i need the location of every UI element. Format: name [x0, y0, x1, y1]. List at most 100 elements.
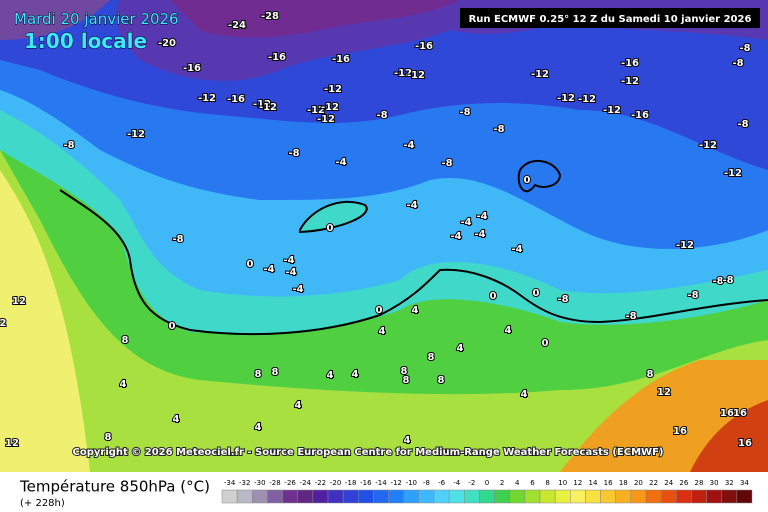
- footer-lead: (+ 228h): [20, 498, 65, 509]
- legend-tick: -20: [330, 479, 341, 487]
- legend-swatch: [312, 489, 329, 504]
- legend-tick: -34: [224, 479, 236, 487]
- legend-swatch: [615, 489, 632, 504]
- legend-swatch: [282, 489, 298, 504]
- footer-title: Température 850hPa (°C): [19, 478, 210, 496]
- legend-swatch: [645, 489, 662, 504]
- contour-label: -16: [631, 110, 649, 121]
- contour-label: -8: [493, 124, 504, 135]
- contour-label: 8: [647, 369, 654, 380]
- contour-label: -12: [394, 68, 412, 79]
- contour-label: -16: [621, 58, 639, 69]
- contour-label: -16: [268, 52, 286, 63]
- zero-isotherm: [299, 200, 368, 234]
- contour-label: -4: [460, 217, 471, 228]
- legend-swatch: [539, 489, 556, 504]
- contour-label: -4: [285, 267, 296, 278]
- legend-tick: -18: [345, 479, 356, 487]
- legend-tick: 14: [589, 479, 598, 487]
- legend-swatch: [358, 489, 374, 504]
- legend-tick: 4: [515, 479, 520, 487]
- legend-swatch: [509, 489, 526, 504]
- contour-label: -8: [441, 158, 452, 169]
- legend-tick: 12: [573, 479, 582, 487]
- contour-label: 16: [673, 426, 687, 437]
- contour-label: -12: [317, 114, 335, 125]
- contour-label: -8: [557, 294, 568, 305]
- contour-label: 12: [657, 387, 671, 398]
- contour-label: -8: [288, 148, 299, 159]
- legend-swatch: [433, 489, 450, 504]
- contour-label: 4: [379, 326, 386, 337]
- legend-tick: -10: [406, 479, 417, 487]
- legend-tick: -14: [375, 479, 387, 487]
- contour-label: 8: [403, 375, 410, 386]
- legend-tick: -16: [360, 479, 372, 487]
- legend-tick: -22: [315, 479, 326, 487]
- contour-label: 0: [533, 288, 540, 299]
- contour-label: -12: [603, 105, 621, 116]
- contour-label: 8: [428, 352, 435, 363]
- contour-label: -4: [403, 140, 414, 151]
- warm-zone: [690, 400, 768, 472]
- contour-label: -12: [557, 93, 575, 104]
- contour-label: -12: [407, 70, 425, 81]
- contour-label: 8: [401, 366, 408, 377]
- contour-label: -12: [699, 140, 717, 151]
- legend-tick: 22: [649, 479, 658, 487]
- legend-swatch: [554, 489, 571, 504]
- legend-swatch: [236, 489, 253, 504]
- contour-label: -4: [406, 200, 417, 211]
- contour-label: -12: [621, 76, 639, 87]
- legend-swatch: [342, 489, 359, 504]
- contour-label: 8: [122, 335, 129, 346]
- legend-swatch: [464, 489, 480, 504]
- legend-swatch: [327, 489, 344, 504]
- contour-label: 4: [505, 325, 512, 336]
- contour-label: 16: [720, 408, 734, 419]
- legend-tick: -24: [300, 479, 312, 487]
- contour-label: 4: [255, 422, 262, 433]
- legend-tick: 10: [558, 479, 567, 487]
- contour-label: -12: [127, 129, 145, 140]
- legend-swatch: [267, 489, 283, 504]
- legend-swatch: [388, 489, 404, 504]
- legend-tick: 6: [530, 479, 535, 487]
- contour-label: 0: [247, 259, 254, 270]
- zero-isotherm: [517, 160, 562, 193]
- contour-label: 16: [738, 438, 752, 449]
- contour-label: 12: [5, 438, 19, 449]
- legend-swatch: [691, 489, 707, 504]
- contour-label: 0: [524, 175, 531, 186]
- contour-label: 4: [352, 369, 359, 380]
- contour-label: -8: [625, 311, 636, 322]
- copyright: Copyright © 2026 Meteociel.fr - Source E…: [73, 447, 664, 458]
- contour-label: -16: [332, 54, 350, 65]
- contour-label: 4: [457, 343, 464, 354]
- contour-label: -8: [739, 43, 750, 54]
- contour-label: -12: [321, 102, 339, 113]
- legend-tick: 28: [695, 479, 704, 487]
- contour-label: -8: [722, 275, 733, 286]
- warm-zone: [0, 170, 90, 472]
- contour-label: -24: [228, 20, 246, 31]
- forecast-date: Mardi 20 janvier 2026: [14, 10, 179, 28]
- contour-label: -12: [324, 84, 342, 95]
- contour-label: 12: [12, 296, 26, 307]
- contour-label: 4: [412, 305, 419, 316]
- legend-tick: 26: [679, 479, 688, 487]
- contour-label: -12: [676, 240, 694, 251]
- legend-tick: 16: [604, 479, 613, 487]
- contour-label: 4: [295, 400, 302, 411]
- contour-label: -16: [183, 63, 201, 74]
- legend-tick: 18: [619, 479, 628, 487]
- contour-label: -12: [198, 93, 216, 104]
- temp-band: [0, 0, 110, 40]
- legend-swatch: [736, 489, 753, 504]
- legend-swatch: [600, 489, 616, 504]
- contour-label: 16: [733, 408, 747, 419]
- legend-tick: -32: [239, 479, 250, 487]
- contour-label: 4: [120, 379, 127, 390]
- contour-label: 0: [376, 305, 383, 316]
- contour-label: -20: [158, 38, 176, 49]
